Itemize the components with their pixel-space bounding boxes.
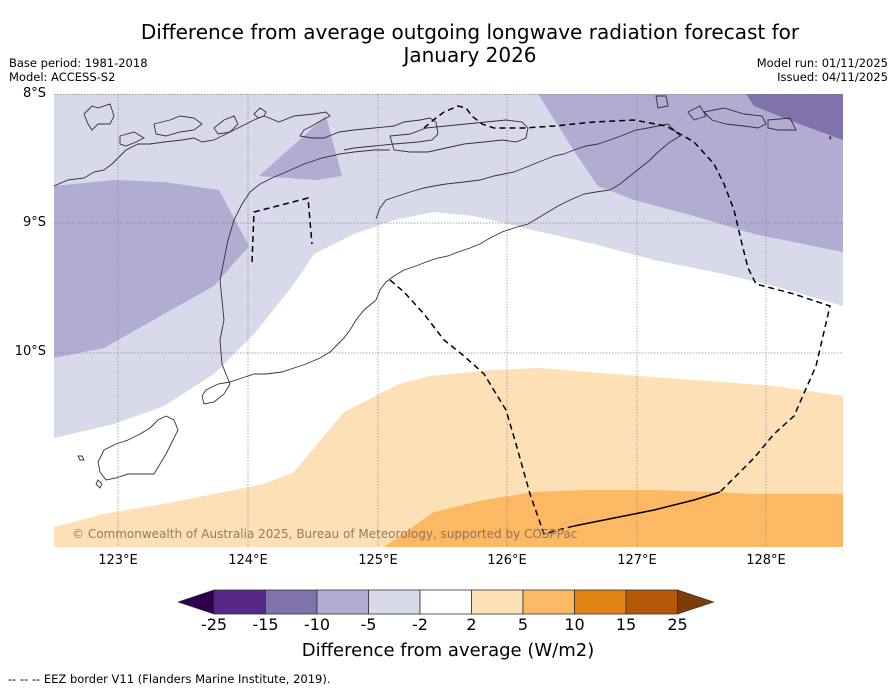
colorbar-tick-label: 15 <box>615 615 637 634</box>
meta-left: Base period: 1981-2018 Model: ACCESS-S2 <box>9 56 148 84</box>
colorbar-segment <box>316 589 369 615</box>
eez-legend-text: EEZ border V11 (Flanders Marine Institut… <box>43 672 331 686</box>
colorbar-segment <box>419 589 472 615</box>
gridlines <box>54 94 843 547</box>
colorbar-segment <box>368 589 421 615</box>
colorbar-segment <box>471 589 524 615</box>
lon-label-128e: 128°E <box>746 553 786 568</box>
coastline-timor-west <box>201 299 377 405</box>
colorbar-label: Difference from average (W/m2) <box>301 640 595 661</box>
lon-label-127e: 127°E <box>617 553 657 568</box>
colorbar-segment <box>213 589 266 615</box>
issued-date: Issued: 04/11/2025 <box>777 70 888 84</box>
region-far-northeast <box>746 94 843 140</box>
lon-label-123e: 123°E <box>98 553 138 568</box>
colorbar-tick-label: 2 <box>466 615 477 634</box>
copyright-notice: © Commonwealth of Australia 2025, Bureau… <box>72 527 578 541</box>
lon-label-124e: 124°E <box>228 553 268 568</box>
meta-right: Model run: 01/11/2025 Issued: 04/11/2025 <box>757 56 888 84</box>
colorbar-tick-label: -2 <box>412 615 428 634</box>
colorbar-tick-label: 10 <box>564 615 585 634</box>
coastline-islands-ne <box>655 95 832 141</box>
coastline-islands-nw <box>83 103 267 147</box>
colorbar-tick-label: 5 <box>517 615 529 634</box>
colorbar-segment <box>265 589 318 615</box>
chart-title-line2: January 2026 <box>403 43 537 67</box>
lon-label-125e: 125°E <box>358 553 398 568</box>
colorbar-tick-label: -15 <box>252 615 279 634</box>
colorbar-tick-label: -5 <box>360 615 377 634</box>
eez-border-solid <box>573 491 721 527</box>
region-northeast-anomaly <box>538 94 843 252</box>
coastline-ndao <box>77 455 103 489</box>
base-period: Base period: 1981-2018 <box>9 56 148 70</box>
chart-title-line1: Difference from average outgoing longwav… <box>140 20 800 44</box>
coastline-west-timor-peninsula <box>219 149 390 385</box>
colorbar-tick-label: -25 <box>200 615 228 634</box>
coastlines <box>54 95 832 489</box>
model-name: Model: ACCESS-S2 <box>9 70 116 84</box>
colorbar <box>178 589 715 615</box>
colorbar-segment <box>522 589 575 615</box>
colorbar-tick-label: -10 <box>303 615 331 634</box>
coastline-alor <box>389 119 529 153</box>
colorbar-extend-high <box>677 589 715 615</box>
eez-border-dashed <box>251 105 831 535</box>
model-run-date: Model run: 01/11/2025 <box>756 56 888 70</box>
coastline-rote <box>97 415 179 481</box>
colorbar-segment <box>625 589 678 615</box>
colorbar-tick-label: 25 <box>667 615 688 634</box>
region-west-anomaly <box>54 180 249 358</box>
colorbar-segment <box>574 589 627 615</box>
lon-label-126e: 126°E <box>487 553 527 568</box>
lat-label-8s: 8°S <box>22 86 46 101</box>
eez-legend-symbol: -- -- -- <box>8 672 41 686</box>
map-plot <box>54 94 843 547</box>
footer-legend: -- -- -- EEZ border V11 (Flanders Marine… <box>8 672 331 686</box>
colorbar-extend-low <box>178 589 215 615</box>
lat-label-10s: 10°S <box>14 344 46 359</box>
coastline-timor-north <box>375 123 681 301</box>
lat-label-9s: 9°S <box>22 215 46 230</box>
region-timor-pocket <box>259 116 342 180</box>
